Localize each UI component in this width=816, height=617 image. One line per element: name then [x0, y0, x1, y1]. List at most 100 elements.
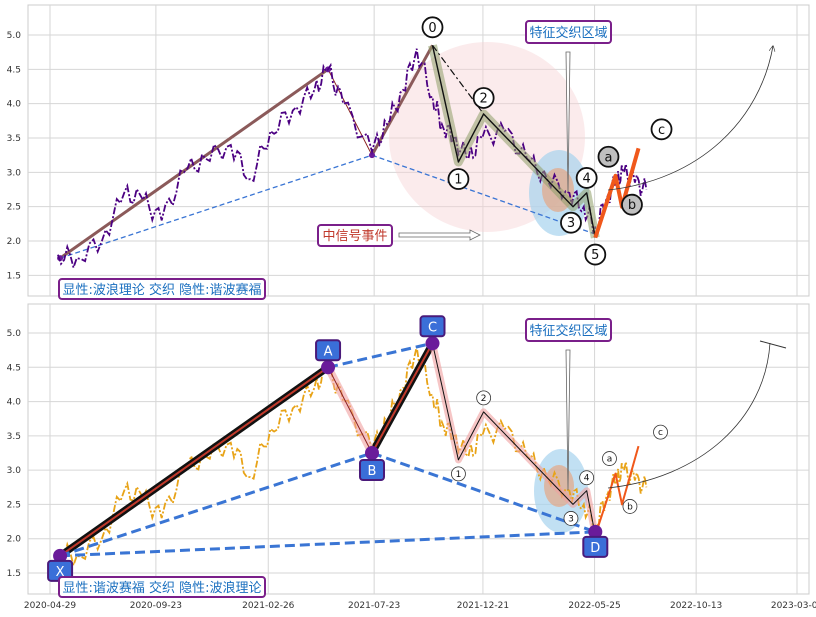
x-tick-label: 2022-10-13: [670, 601, 722, 611]
harmonic-point-badge: [582, 535, 609, 558]
harmonic-point-label: X: [56, 565, 65, 580]
bottom-projection-arrow: [607, 342, 771, 489]
x-tick-label: 2021-12-21: [457, 601, 509, 611]
y-tick-label: 5.0: [7, 329, 22, 339]
bottom-wave-label: a: [607, 455, 613, 465]
top-harmonic-dot: [368, 152, 375, 159]
bottom-grid: [28, 304, 809, 594]
y-tick-label: 3.5: [7, 134, 21, 144]
wave-point-label: c: [658, 123, 665, 138]
bottom-impulse-wave-line: [432, 343, 596, 536]
wave-point-label: 2: [480, 91, 488, 106]
harmonic-point-badge: [315, 339, 342, 362]
harmonic-point-dot: [53, 548, 68, 563]
harmonic-point-label: B: [368, 464, 377, 479]
harmonic-leg: [371, 342, 434, 454]
y-tick-label: 2.0: [7, 535, 22, 545]
wave-point-marker: [650, 118, 673, 141]
harmonic-point-dot: [588, 524, 603, 539]
y-tick-label: 1.5: [7, 569, 21, 579]
wave-point-label: a: [604, 150, 612, 165]
x-tick-label: 2021-02-26: [242, 601, 295, 611]
harmonic-point-dot: [425, 336, 440, 351]
y-tick-label: 2.5: [7, 500, 21, 510]
bottom-wave-label: 4: [584, 474, 590, 484]
bottom-corrective-wave-line: [594, 445, 640, 536]
bottom-x-axis: 2020-04-29 2020-09-23 2021-02-26 2021-07-23…: [24, 601, 816, 611]
harmonic-point-dot: [321, 360, 336, 375]
wave-point-marker: [472, 87, 495, 109]
svg-text:特征交织区域: 特征交织区域: [529, 25, 607, 41]
y-tick-label: 3.5: [7, 432, 21, 442]
bottom-wave-label: 2: [481, 394, 487, 404]
harmonic-point-badge: [419, 315, 446, 338]
harmonic-point-label: A: [324, 344, 333, 359]
harmonic-projection-line: [327, 341, 433, 369]
wave-point-label: 3: [567, 216, 575, 231]
y-tick-label: 2.0: [7, 237, 22, 247]
y-tick-label: 3.0: [7, 466, 22, 476]
harmonic-projection-line: [59, 451, 373, 558]
top-wave-labels: 0 1 2 3 4 5 a b c: [421, 16, 673, 266]
x-tick-label: 2020-09-23: [130, 601, 182, 611]
bottom-y-axis: 1.5 2.0 2.5 3.0 3.5 4.0 4.5 5.0: [7, 329, 22, 579]
wave-point-label: 5: [591, 248, 599, 263]
corrective-wave-line: [593, 147, 641, 239]
top-caption: 显性:波浪理论 交织 隐性:谐波赛福: [58, 278, 266, 300]
svg-text:特征交织区域: 特征交织区域: [529, 323, 607, 339]
y-tick-label: 4.5: [7, 363, 21, 373]
bottom-interweave-label: 特征交织区域: [525, 318, 612, 342]
harmonic-point-label: C: [428, 320, 437, 335]
y-tick-label: 5.0: [7, 31, 22, 41]
bottom-wave-label: b: [627, 502, 633, 512]
harmonic-point-badge: [358, 459, 385, 481]
bottom-point-labels: X A B C D 1 2 3 4 a b c: [47, 315, 668, 582]
x-tick-label: 2020-04-29: [24, 601, 77, 611]
x-tick-label: 2021-07-23: [348, 601, 400, 611]
signal-event-arrow: [398, 229, 481, 241]
x-tick-label: 2022-05-25: [568, 601, 620, 611]
svg-text:显性:波浪理论 交织 隐性:谐波赛福: 显性:波浪理论 交织 隐性:谐波赛福: [62, 282, 261, 298]
top-harmonic-leg: [327, 69, 373, 156]
harmonic-leg: [59, 366, 329, 557]
svg-text:显性:谐波赛福 交织 隐性:波浪理论: 显性:谐波赛福 交织 隐性:波浪理论: [62, 580, 261, 596]
top-interweave-pointer: [565, 51, 571, 193]
harmonic-point-label: D: [590, 541, 600, 556]
bottom-wave-marker: [622, 499, 638, 514]
top-panel: 1.5 2.0 2.5 3.0 3.5 4.0 4.5 5.0 0 1 2 3 4 5 a b c 特征交织区…: [7, 4, 810, 300]
wave-point-marker: [560, 211, 582, 234]
y-tick-label: 1.5: [7, 271, 21, 281]
bottom-wave-marker: [653, 424, 668, 440]
top-grid: [28, 5, 809, 296]
bottom-projection-cap: [759, 340, 787, 349]
bottom-interweave-pointer: [565, 349, 571, 491]
x-tick-label: 2023-03-02: [771, 601, 816, 611]
harmonic-pattern-lines: [58, 341, 596, 559]
bottom-caption: 显性:谐波赛福 交织 隐性:波浪理论: [58, 576, 266, 598]
bottom-wave-label: 3: [568, 514, 574, 524]
top-interweave-label: 特征交织区域: [525, 20, 612, 44]
bottom-wave-label: 1: [456, 470, 462, 480]
svg-text:中信号事件: 中信号事件: [322, 229, 387, 244]
y-tick-label: 4.0: [7, 398, 22, 408]
top-y-axis: 1.5 2.0 2.5 3.0 3.5 4.0 4.5 5.0: [7, 31, 22, 281]
wave-point-label: 0: [428, 21, 436, 36]
bottom-wave-marker: [602, 451, 617, 466]
y-tick-label: 4.0: [7, 100, 22, 110]
bottom-wave-marker: [476, 390, 492, 406]
top-projection-arrow: [607, 46, 773, 191]
bottom-wave-marker: [451, 466, 466, 482]
top-harmonic-projection: [59, 154, 373, 259]
wave-point-marker: [447, 168, 470, 190]
bottom-wave-lines: [429, 342, 640, 536]
wave-point-label: 4: [583, 171, 591, 186]
harmonic-point-dot: [364, 446, 379, 460]
bottom-wave-marker: [563, 511, 579, 526]
harmonic-projection-line: [371, 451, 596, 534]
bottom-wave-label: c: [658, 428, 663, 438]
wave-point-marker: [421, 16, 444, 39]
top-harmonic-leg: [59, 68, 329, 260]
y-tick-label: 2.5: [7, 203, 21, 213]
wave-point-marker: [575, 167, 598, 189]
